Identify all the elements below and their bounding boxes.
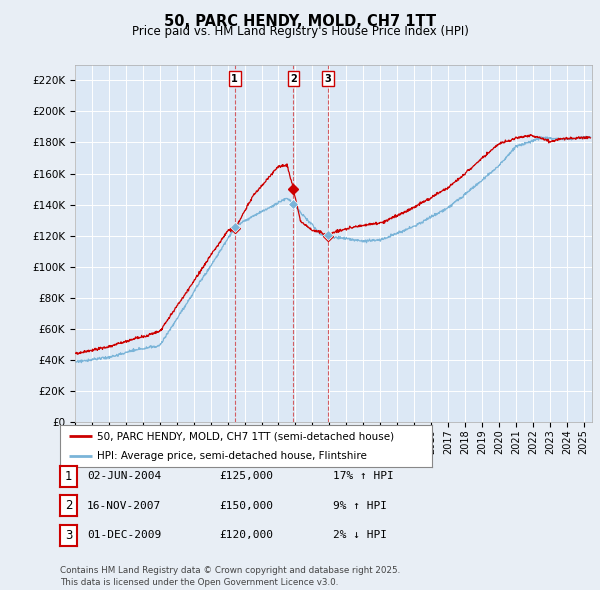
Text: 17% ↑ HPI: 17% ↑ HPI — [333, 471, 394, 481]
Text: 50, PARC HENDY, MOLD, CH7 1TT: 50, PARC HENDY, MOLD, CH7 1TT — [164, 14, 436, 29]
Text: 50, PARC HENDY, MOLD, CH7 1TT (semi-detached house): 50, PARC HENDY, MOLD, CH7 1TT (semi-deta… — [97, 431, 394, 441]
Text: Contains HM Land Registry data © Crown copyright and database right 2025.
This d: Contains HM Land Registry data © Crown c… — [60, 566, 400, 587]
Text: 02-JUN-2004: 02-JUN-2004 — [87, 471, 161, 481]
Text: £125,000: £125,000 — [219, 471, 273, 481]
Text: HPI: Average price, semi-detached house, Flintshire: HPI: Average price, semi-detached house,… — [97, 451, 367, 461]
Text: 9% ↑ HPI: 9% ↑ HPI — [333, 501, 387, 510]
Text: 01-DEC-2009: 01-DEC-2009 — [87, 530, 161, 540]
Text: 1: 1 — [65, 470, 72, 483]
Text: 2: 2 — [65, 499, 72, 512]
Text: £150,000: £150,000 — [219, 501, 273, 510]
Text: 3: 3 — [65, 529, 72, 542]
Text: 2% ↓ HPI: 2% ↓ HPI — [333, 530, 387, 540]
Text: 16-NOV-2007: 16-NOV-2007 — [87, 501, 161, 510]
Text: 2: 2 — [290, 74, 297, 84]
Text: Price paid vs. HM Land Registry's House Price Index (HPI): Price paid vs. HM Land Registry's House … — [131, 25, 469, 38]
Text: £120,000: £120,000 — [219, 530, 273, 540]
Text: 3: 3 — [325, 74, 331, 84]
Text: 1: 1 — [232, 74, 238, 84]
